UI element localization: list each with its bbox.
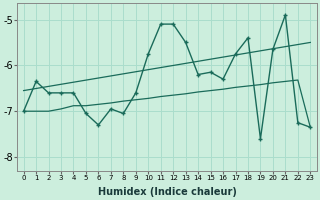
- X-axis label: Humidex (Indice chaleur): Humidex (Indice chaleur): [98, 187, 236, 197]
